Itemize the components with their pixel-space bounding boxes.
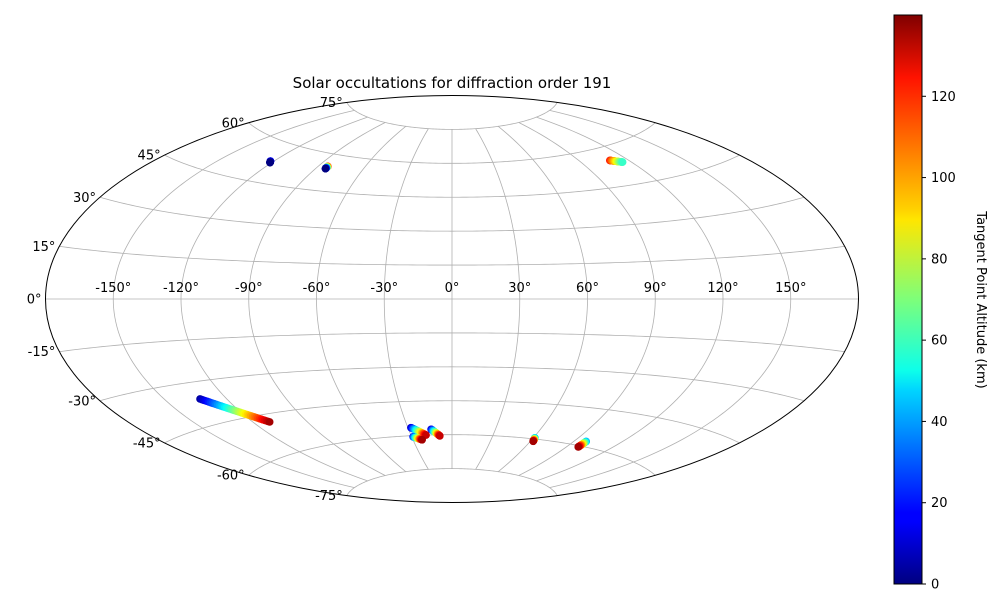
meridian-line: [475, 128, 521, 470]
occultation-point: [418, 435, 426, 444]
occultation-track: [574, 437, 590, 451]
occultation-point: [266, 158, 274, 167]
meridian-line: [549, 110, 792, 488]
occultation-point: [321, 164, 330, 173]
occultation-track: [605, 156, 627, 166]
map-plot-area: -150° -120° -90° -60° -30° 0° 30° 60° 90° 120° 150…: [27, 74, 859, 504]
x-tick-label: 150°: [775, 281, 806, 296]
parallel-line: [346, 468, 558, 496]
colorbar-tick-label: 120: [931, 90, 956, 105]
meridian-line: [518, 122, 656, 476]
meridian-line: [316, 126, 407, 472]
meridian-line: [497, 126, 588, 472]
y-tick-label: 75°: [320, 96, 343, 111]
x-tick-label: -150°: [95, 281, 131, 296]
y-tick-label: -15°: [28, 345, 56, 360]
y-tick-label: -45°: [133, 436, 161, 451]
colorbar-gradient: [893, 14, 923, 585]
colorbar-tick-label: 80: [931, 252, 948, 267]
graticule: [45, 102, 859, 496]
y-tick-label: -30°: [68, 394, 96, 409]
x-tick-label: 30°: [508, 281, 531, 296]
x-tick-label: -90°: [235, 281, 263, 296]
occultation-point: [436, 432, 444, 440]
y-tick-label: -75°: [315, 489, 343, 504]
x-tick-label: 60°: [576, 281, 599, 296]
colorbar-tick-label: 60: [931, 334, 948, 349]
occultation-point: [529, 437, 537, 446]
x-tick-label: -60°: [303, 281, 331, 296]
y-tick-label: -60°: [217, 469, 245, 484]
meridian-line: [180, 116, 368, 482]
colorbar-tick-label: 0: [931, 578, 939, 593]
y-tick-label: 45°: [138, 149, 161, 164]
x-tick-label: 120°: [707, 281, 738, 296]
x-tick-label: 0°: [445, 281, 460, 296]
parallel-line: [346, 102, 558, 130]
x-tick-label: -30°: [370, 281, 398, 296]
occultation-point: [265, 418, 274, 426]
y-tick-label: 30°: [73, 191, 96, 206]
occultation-track: [321, 162, 332, 173]
colorbar-tick-label: 40: [931, 415, 948, 430]
x-tick-label: 90°: [644, 281, 667, 296]
occultation-track: [427, 425, 444, 440]
colorbar: 0 20 40 60 80 100 120 Tangent Point Altitude (…: [893, 14, 988, 593]
colorbar-tick-label: 20: [931, 496, 948, 511]
y-tick-label: 60°: [222, 116, 245, 131]
latitude-tick-labels: -75° -60° -45° -30° -15° 0° 15° 30° 45° 60° 75°: [27, 96, 343, 504]
map-boundary: [45, 95, 859, 503]
x-tick-label: -120°: [163, 281, 199, 296]
meridian-line: [248, 122, 386, 476]
y-tick-label: 15°: [32, 240, 55, 255]
occultation-track: [266, 157, 275, 167]
occultation-point: [618, 158, 627, 166]
occultation-points: [196, 156, 627, 451]
occultation-track: [529, 433, 539, 446]
y-tick-label: 0°: [27, 293, 42, 308]
occultation-track: [196, 395, 274, 426]
longitude-tick-labels: -150° -120° -90° -60° -30° 0° 30° 60° 90° 120° 150…: [95, 281, 806, 296]
colorbar-tick-label: 100: [931, 171, 956, 186]
occultation-track: [409, 432, 426, 444]
colorbar-ticks: 0 20 40 60 80 100 120: [922, 90, 956, 593]
occultation-point: [574, 443, 582, 451]
meridian-line: [383, 128, 429, 470]
colorbar-label: Tangent Point Altitude (km): [973, 210, 988, 388]
meridian-line: [112, 110, 355, 488]
meridian-line: [536, 116, 724, 482]
chart-title: Solar occultations for diffraction order…: [293, 74, 612, 92]
